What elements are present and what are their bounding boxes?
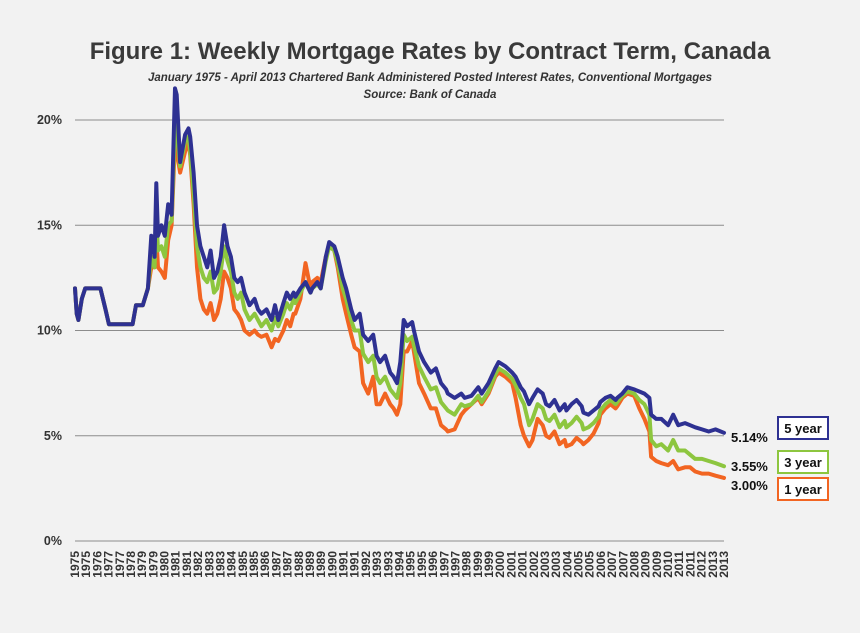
x-tick-label: 1991 <box>348 551 362 578</box>
x-tick-label: 1993 <box>381 551 395 578</box>
x-tick-label: 2000 <box>493 551 507 578</box>
x-tick-label: 1999 <box>482 551 496 578</box>
legend: 5.14% 5 year 3.55% 3 year 3.00% 1 year <box>731 416 829 501</box>
x-tick-label: 1996 <box>426 551 440 578</box>
x-tick-label: 2002 <box>527 551 541 578</box>
end-value-1-year: 3.00% <box>731 478 768 493</box>
y-axis-tick-labels: 0% 5% 10% 15% 20% <box>37 113 62 548</box>
x-tick-label: 1992 <box>359 551 373 578</box>
x-tick-label: 1988 <box>292 551 306 578</box>
x-tick-label: 1981 <box>180 551 194 578</box>
x-axis-tick-labels: 1975197519761977197719781979197919801981… <box>68 551 731 578</box>
legend-label-5-year: 5 year <box>784 421 822 436</box>
x-tick-label: 1989 <box>314 551 328 578</box>
x-tick-label: 1985 <box>236 551 250 578</box>
x-tick-label: 2004 <box>560 551 574 578</box>
legend-label-1-year: 1 year <box>784 482 822 497</box>
x-tick-label: 2001 <box>504 551 518 578</box>
x-tick-label: 2013 <box>717 551 731 578</box>
gridlines <box>75 119 724 542</box>
x-tick-label: 2003 <box>538 551 552 578</box>
x-tick-label: 1979 <box>146 551 160 578</box>
x-tick-label: 1990 <box>325 551 339 578</box>
x-tick-label: 1979 <box>135 551 149 578</box>
x-tick-label: 2006 <box>594 551 608 578</box>
x-tick-label: 2009 <box>650 551 664 578</box>
x-tick-label: 1995 <box>404 551 418 578</box>
x-tick-label: 2005 <box>572 551 586 578</box>
x-tick-label: 1987 <box>269 551 283 578</box>
x-tick-label: 2007 <box>605 551 619 578</box>
x-tick-label: 1987 <box>281 551 295 578</box>
y-tick-label: 0% <box>44 534 62 548</box>
x-tick-label: 1985 <box>247 551 261 578</box>
x-tick-label: 1975 <box>68 551 82 578</box>
x-tick-label: 2003 <box>549 551 563 578</box>
x-tick-label: 2001 <box>516 551 530 578</box>
end-value-5-year: 5.14% <box>731 430 768 445</box>
x-tick-label: 1981 <box>169 551 183 578</box>
x-tick-label: 1986 <box>258 551 272 578</box>
y-tick-label: 20% <box>37 113 62 127</box>
chart-title: Figure 1: Weekly Mortgage Rates by Contr… <box>90 38 771 65</box>
x-tick-label: 1994 <box>393 551 407 578</box>
x-tick-label: 1997 <box>437 551 451 578</box>
x-tick-label: 1978 <box>124 551 138 578</box>
x-tick-label: 1977 <box>102 551 116 578</box>
x-tick-label: 1983 <box>202 551 216 578</box>
series-line-5-year <box>73 86 726 435</box>
end-value-3-year: 3.55% <box>731 459 768 474</box>
chart-source: Source: Bank of Canada <box>364 89 498 101</box>
legend-label-3-year: 3 year <box>784 455 822 470</box>
x-tick-label: 1977 <box>113 551 127 578</box>
y-tick-label: 5% <box>44 429 62 443</box>
series-lines <box>73 86 726 480</box>
series-line-1-year <box>73 139 726 480</box>
y-tick-label: 10% <box>37 324 62 338</box>
y-tick-label: 15% <box>37 218 62 232</box>
x-tick-label: 2007 <box>616 551 630 578</box>
x-tick-label: 2009 <box>639 551 653 578</box>
legend-box-5-year <box>777 416 829 440</box>
x-tick-label: 1980 <box>158 551 172 578</box>
x-tick-label: 1984 <box>225 551 239 578</box>
x-tick-label: 1995 <box>415 551 429 578</box>
x-tick-label: 2008 <box>628 551 642 578</box>
x-tick-label: 1999 <box>471 551 485 578</box>
x-tick-label: 1993 <box>370 551 384 578</box>
x-tick-label: 1997 <box>448 551 462 578</box>
x-tick-label: 1982 <box>191 551 205 578</box>
legend-box-3-year <box>777 450 829 474</box>
x-tick-label: 2011 <box>672 551 686 577</box>
x-tick-label: 1983 <box>214 551 228 578</box>
x-tick-label: 2011 <box>683 551 697 577</box>
legend-box-1-year <box>777 477 829 501</box>
x-tick-label: 2013 <box>706 551 720 578</box>
x-tick-label: 1976 <box>90 551 104 578</box>
x-tick-label: 2005 <box>583 551 597 578</box>
x-tick-label: 1998 <box>460 551 474 578</box>
x-tick-label: 1975 <box>79 551 93 578</box>
x-tick-label: 2012 <box>695 551 709 578</box>
x-tick-label: 1991 <box>337 551 351 578</box>
chart-subtitle: January 1975 - April 2013 Chartered Bank… <box>148 72 712 84</box>
x-tick-label: 1989 <box>303 551 317 578</box>
x-tick-label: 2010 <box>661 551 675 578</box>
